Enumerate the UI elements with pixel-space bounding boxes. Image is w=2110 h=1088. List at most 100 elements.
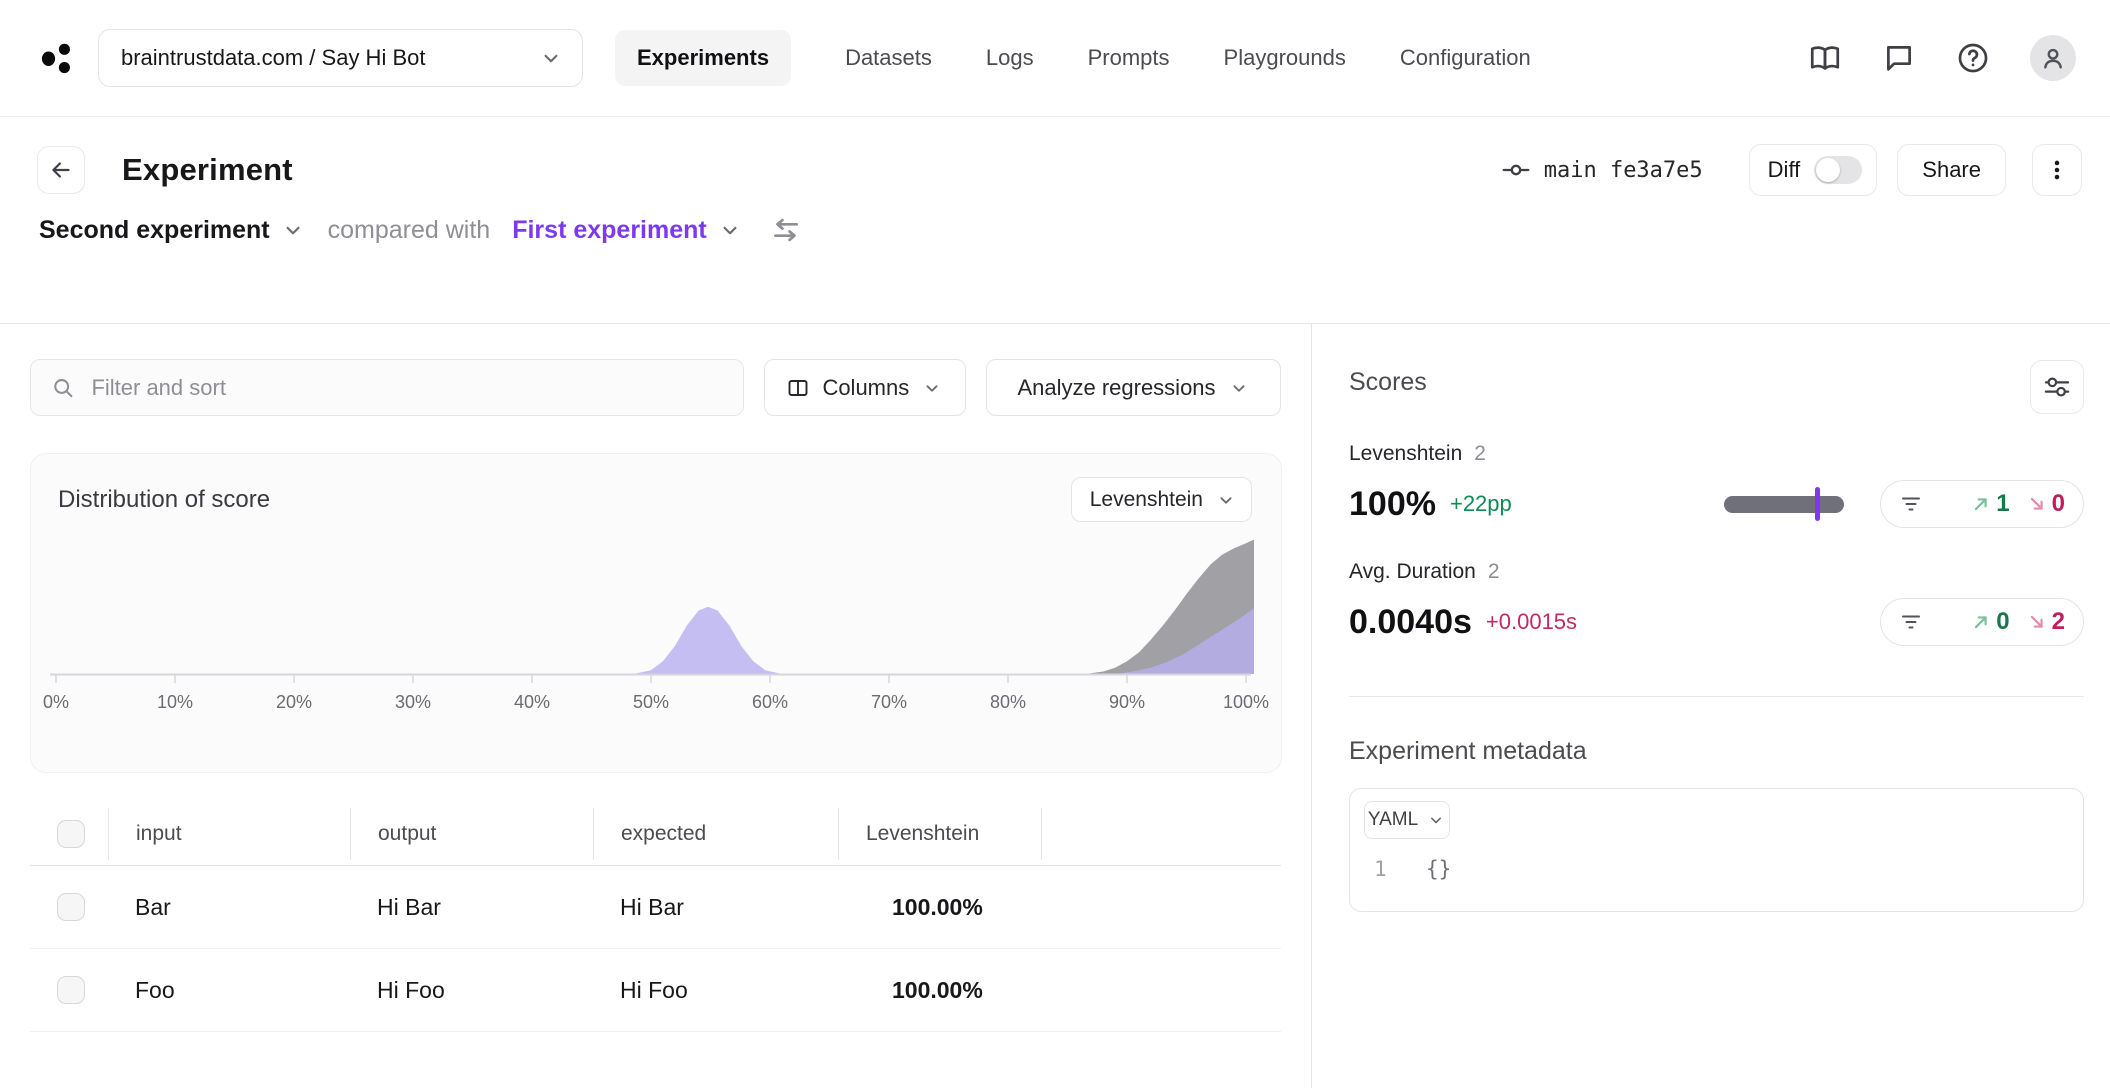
cell-expected: Hi Foo: [620, 976, 688, 1003]
x-axis-tick-label: 50%: [632, 692, 670, 712]
search-icon: [54, 378, 73, 397]
x-axis-tick-label: 20%: [275, 692, 313, 712]
line-content: {}: [1426, 857, 1452, 881]
chart-title: Distribution of score: [58, 486, 271, 513]
panel-divider: [1349, 696, 2084, 697]
duration-regressions-pill[interactable]: 0 2: [1880, 598, 2084, 646]
table-header-row: input output expected Levenshtein: [30, 803, 1281, 866]
chevron-down-icon: [926, 384, 938, 392]
feedback-chat-icon[interactable]: [1882, 41, 1916, 75]
improvements-count: 0: [1996, 608, 2010, 635]
comparison-experiment-label: First experiment: [512, 215, 707, 244]
chevron-down-icon: [1233, 384, 1245, 392]
column-header-output[interactable]: output: [350, 808, 593, 860]
tab-playgrounds[interactable]: Playgrounds: [1223, 45, 1346, 70]
distribution-chart-plot: [46, 534, 1254, 684]
column-header-spacer: [1041, 808, 1252, 860]
analyze-regressions-button[interactable]: Analyze regressions: [986, 359, 1281, 416]
score-count: 2: [1474, 442, 1486, 465]
cell-expected: Hi Bar: [620, 893, 684, 920]
cell-levenshtein: 100.00%: [892, 976, 983, 1003]
line-number: 1: [1374, 857, 1387, 881]
analyze-regressions-label: Analyze regressions: [1017, 374, 1216, 400]
filter-search-input[interactable]: [91, 374, 723, 401]
page-title: Experiment: [122, 152, 293, 187]
arrow-down-right-icon: [2030, 615, 2043, 628]
filter-icon: [1902, 497, 1920, 511]
help-icon[interactable]: [1956, 41, 1990, 75]
back-button[interactable]: [37, 146, 85, 194]
x-axis-tick-label: 60%: [751, 692, 789, 712]
git-commit-icon: [1502, 164, 1530, 176]
compared-with-label: compared with: [327, 215, 491, 244]
tab-datasets[interactable]: Datasets: [845, 45, 932, 70]
editor-line[interactable]: 1 {}: [1364, 857, 2069, 881]
comparison-experiment-selector[interactable]: First experiment: [512, 216, 743, 245]
chevron-down-icon: [1431, 817, 1442, 824]
distribution-chart-card: Distribution of score Levenshtein 0% 10% 2…: [30, 453, 1282, 773]
columns-label: Columns: [822, 374, 910, 400]
person-icon: [2044, 48, 2062, 69]
x-axis-tick-label: 70%: [870, 692, 908, 712]
swap-experiments-icon[interactable]: [769, 213, 803, 247]
arrow-up-right-icon: [1975, 498, 1987, 511]
score-name: Levenshtein: [1349, 442, 1463, 465]
content-area: Columns Analyze regressions Distribution…: [0, 324, 2110, 1088]
base-experiment-label: Second experiment: [39, 215, 270, 244]
arrow-down-right-icon: [2030, 497, 2043, 510]
yaml-format-selector[interactable]: YAML: [1364, 801, 1450, 839]
share-button[interactable]: Share: [1897, 144, 2006, 196]
column-header-levenshtein[interactable]: Levenshtein: [838, 808, 1041, 860]
tab-logs[interactable]: Logs: [985, 45, 1034, 70]
git-ref-label: main fe3a7e5: [1543, 157, 1703, 183]
levenshtein-regressions-pill[interactable]: 1 0: [1880, 480, 2084, 528]
tab-experiments[interactable]: Experiments: [615, 30, 792, 86]
select-all-checkbox[interactable]: [57, 820, 85, 848]
score-item-avg-duration: Avg. Duration 2 0.0040s +0.0015s 0: [1349, 560, 2084, 650]
diff-toggle[interactable]: [1814, 156, 1863, 184]
tab-prompts[interactable]: Prompts: [1087, 45, 1170, 70]
column-header-expected[interactable]: expected: [593, 808, 838, 860]
metadata-editor: YAML 1 {}: [1349, 788, 2084, 912]
cell-input: Bar: [135, 893, 171, 920]
braintrust-logo-icon: [41, 43, 70, 74]
cell-input: Foo: [135, 976, 175, 1003]
table-row[interactable]: Bar Hi Bar Hi Bar 100.00%: [30, 866, 1281, 949]
experiment-metadata-title: Experiment metadata: [1349, 737, 1587, 765]
column-header-input[interactable]: input: [108, 808, 350, 860]
more-options-button[interactable]: [2032, 144, 2082, 196]
score-comparison-bar: [1724, 484, 1844, 524]
chart-metric-selector[interactable]: Levenshtein: [1070, 477, 1252, 522]
project-selector[interactable]: braintrustdata.com / Say Hi Bot: [98, 29, 583, 87]
levenshtein-score-marker: [1814, 487, 1820, 521]
results-table: input output expected Levenshtein Bar Hi…: [30, 803, 1281, 1032]
docs-book-icon[interactable]: [1808, 41, 1842, 75]
regressions-count: 0: [2051, 490, 2065, 517]
scores-settings-button[interactable]: [2030, 360, 2084, 414]
score-bar-track: [1724, 496, 1844, 513]
score-name: Avg. Duration: [1349, 560, 1476, 583]
table-row[interactable]: Foo Hi Foo Hi Foo 100.00%: [30, 949, 1281, 1032]
distribution-chart-svg: [50, 539, 1254, 683]
arrow-left-icon: [52, 162, 70, 178]
score-item-levenshtein: Levenshtein 2 100% +22pp: [1349, 442, 2084, 532]
x-axis-tick-label: 100%: [1222, 692, 1270, 712]
nav-icon-group: [1808, 35, 2076, 81]
columns-button[interactable]: Columns: [763, 359, 966, 416]
regressions-count: 2: [2051, 608, 2065, 635]
cell-output: Hi Bar: [377, 893, 441, 920]
x-axis-tick-label: 80%: [989, 692, 1027, 712]
filter-icon: [1902, 615, 1920, 629]
account-avatar[interactable]: [2030, 35, 2076, 81]
base-experiment-selector[interactable]: Second experiment: [39, 216, 306, 245]
row-checkbox[interactable]: [57, 976, 85, 1004]
row-checkbox[interactable]: [57, 893, 85, 921]
toolbar: Columns Analyze regressions: [30, 359, 1281, 416]
scores-title: Scores: [1349, 368, 1427, 396]
git-ref: main fe3a7e5: [1502, 156, 1703, 184]
x-axis-tick-label: 30%: [394, 692, 432, 712]
filter-search[interactable]: [30, 359, 744, 416]
tab-configuration[interactable]: Configuration: [1399, 45, 1531, 70]
diff-label: Diff: [1767, 157, 1801, 182]
